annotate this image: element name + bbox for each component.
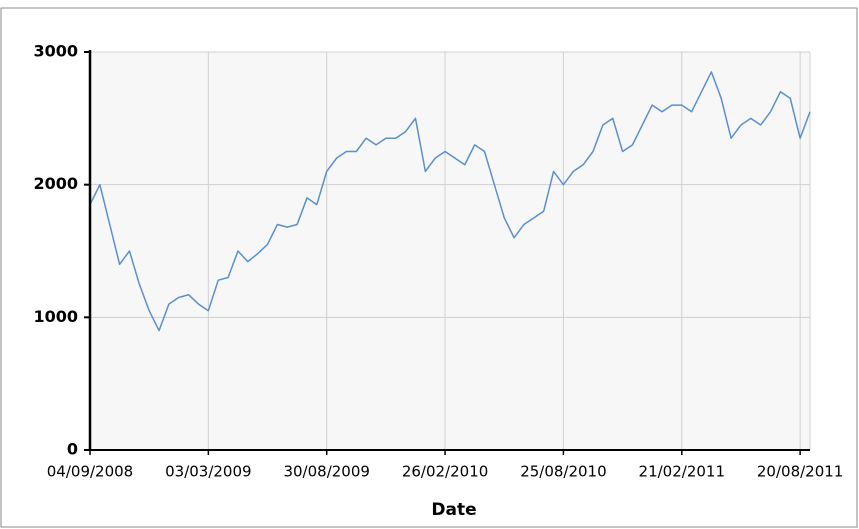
x-tick-label: 20/08/2011 [757, 463, 843, 481]
y-tick-label: 3000 [33, 42, 78, 61]
y-tick-label: 0 [67, 440, 78, 459]
y-tick-label: 2000 [33, 174, 78, 193]
plot-area [90, 52, 810, 450]
data-line [89, 71, 811, 332]
x-tick-label: 04/09/2008 [47, 463, 133, 481]
x-tick-label: 30/08/2009 [283, 463, 369, 481]
x-tick-label: 26/02/2010 [402, 463, 488, 481]
x-tick-label: 25/08/2010 [520, 463, 606, 481]
x-axis-label: Date [431, 500, 476, 520]
x-tick-label: 03/03/2009 [165, 463, 251, 481]
y-tick-label: 1000 [33, 307, 78, 326]
frame [0, 7, 858, 528]
x-tick-label: 21/02/2011 [639, 463, 725, 481]
